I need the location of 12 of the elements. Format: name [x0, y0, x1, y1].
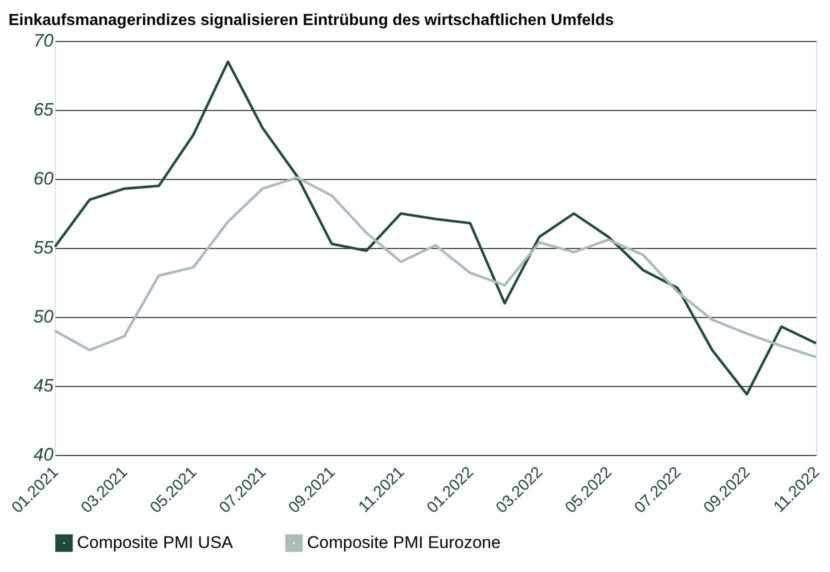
y-tick-label: 60: [33, 168, 54, 188]
y-tick-label: 55: [33, 238, 54, 258]
y-tick-label: 45: [33, 376, 54, 396]
y-tick-label: 50: [33, 306, 54, 326]
chart-title: Einkaufsmanagerindizes signalisieren Eintrübung des wirtschaftlichen Umfelds: [8, 12, 614, 29]
y-tick-label: 40: [33, 444, 54, 464]
y-tick-label: 65: [33, 100, 54, 120]
y-tick-label: 70: [33, 30, 54, 50]
line-series: [54, 60, 818, 396]
line-series: [54, 176, 818, 358]
legend-label: Composite PMI Eurozone: [307, 533, 501, 552]
legend-label: Composite PMI USA: [77, 533, 234, 552]
